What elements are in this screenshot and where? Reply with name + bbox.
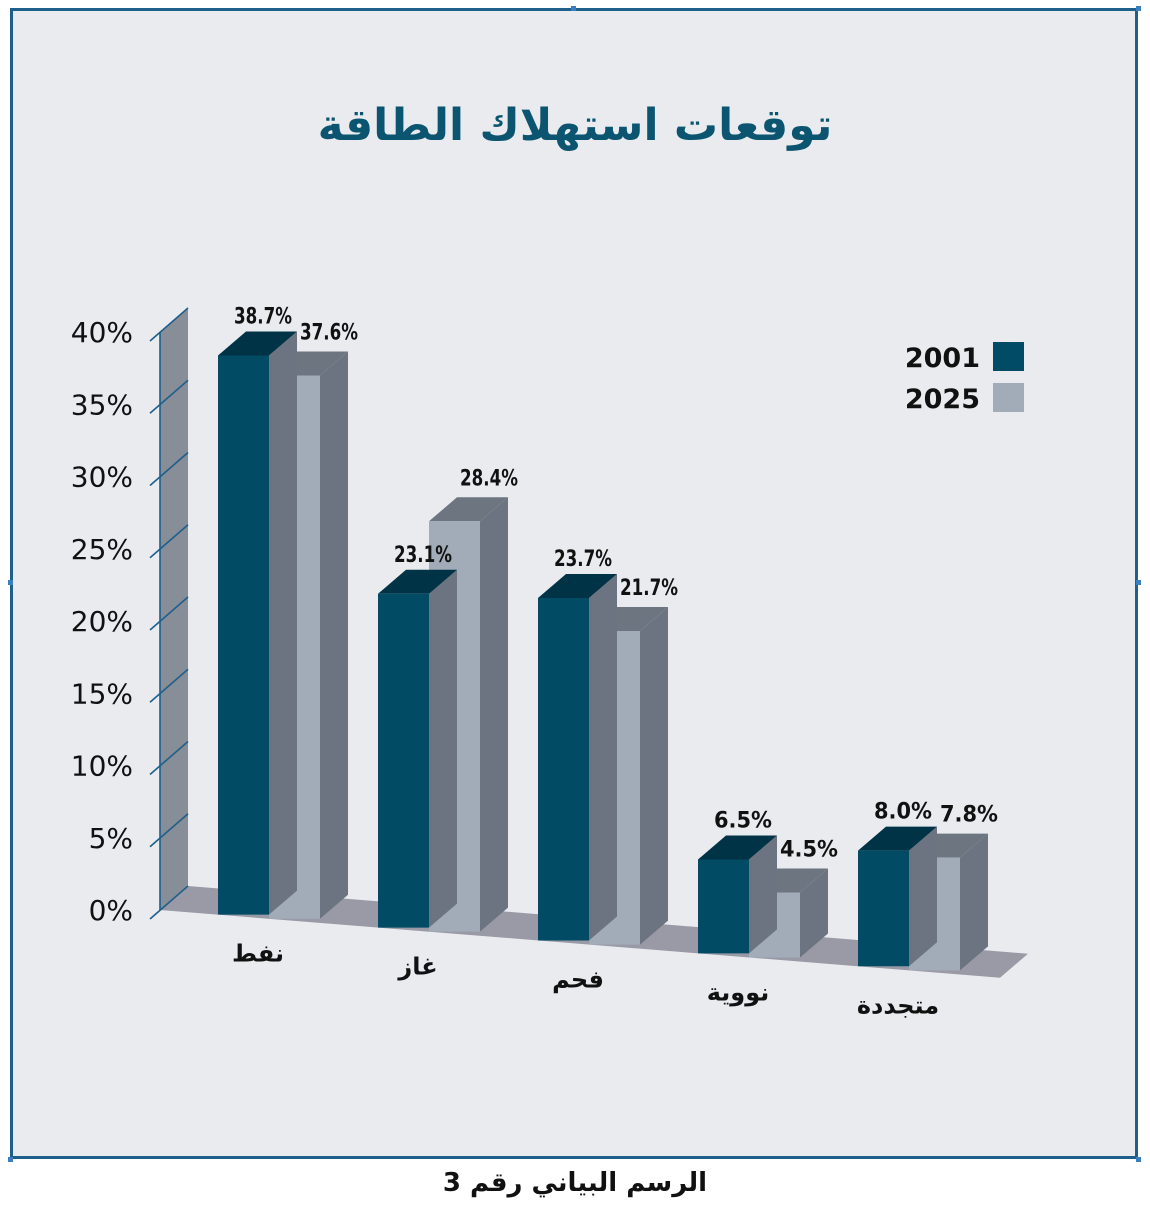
- y-gridline: [149, 451, 189, 487]
- y-gridline: [149, 307, 189, 342]
- y-tick-label: 40%: [71, 316, 133, 349]
- bar-2001-0-front: [218, 355, 269, 915]
- y-gridline: [149, 885, 189, 920]
- legend-swatch-2025: [993, 383, 1024, 412]
- y-tick-label: 30%: [71, 461, 133, 494]
- selection-handle-top-right[interactable]: [1136, 6, 1141, 11]
- bar-2025-0-side: [320, 351, 348, 919]
- selection-handle-bottom-right[interactable]: [1136, 1157, 1141, 1162]
- y-tick-label: 5%: [89, 822, 133, 855]
- bar-2001-1-front: [378, 593, 429, 928]
- energy-consumption-chart: توقعات استهلاك الطاقة 0% 5% 10% 15% 20% 25% 30%…: [71, 100, 1028, 1019]
- bar-2001-4-front: [858, 850, 909, 967]
- selection-handle-bottom-left[interactable]: [8, 1157, 13, 1162]
- y-gridline: [149, 524, 189, 559]
- data-label-2001: 6.5%: [714, 808, 772, 833]
- bar-2001-3-side: [749, 835, 777, 954]
- y-gridline: [149, 668, 189, 703]
- bar-2001-4-top: [858, 826, 937, 851]
- bar-2001-3-front: [698, 859, 749, 954]
- bar-2025-4-side: [960, 833, 988, 971]
- data-label-2025: 37.6%: [300, 320, 358, 345]
- y-gridline: [149, 596, 189, 631]
- category-label: نووية: [707, 978, 770, 1006]
- y-gridline: [149, 379, 189, 414]
- bar-2001-0-side: [269, 331, 297, 915]
- bar-2001-0-top: [218, 331, 297, 356]
- category-label: فحم: [552, 965, 604, 993]
- legend-label-2001: 2001: [905, 343, 980, 374]
- selection-handle-left[interactable]: [8, 580, 13, 585]
- bar-2025-2-side: [640, 607, 668, 945]
- bar-2025-1-top: [429, 497, 508, 522]
- y-tick-label: 20%: [71, 605, 133, 638]
- category-label: نفط: [232, 940, 284, 968]
- data-label-2025: 28.4%: [460, 466, 518, 491]
- bar-2025-1-side: [480, 497, 508, 932]
- bar-2001-2-top: [538, 574, 617, 599]
- bar-2001-2-side: [589, 574, 617, 941]
- legend-swatch-2001: [993, 342, 1024, 371]
- chart-title: توقعات استهلاك الطاقة: [318, 100, 833, 151]
- bar-2001-3-top: [698, 835, 777, 860]
- y-tick-label: 25%: [71, 533, 133, 566]
- category-label: متجددة: [857, 991, 939, 1019]
- bar-2001-4-side: [909, 826, 937, 967]
- y-gridline: [149, 740, 189, 776]
- selection-handle-right[interactable]: [1136, 580, 1141, 585]
- y-gridline: [149, 813, 189, 848]
- legend-label-2025: 2025: [905, 384, 980, 415]
- y-tick-label: 15%: [71, 677, 133, 710]
- data-label-2001: 23.1%: [394, 543, 452, 568]
- figure-caption: الرسم البياني رقم 3: [442, 1168, 708, 1198]
- data-label-2025: 7.8%: [940, 803, 998, 828]
- bar-2001-1-side: [429, 569, 457, 928]
- selection-handle-top[interactable]: [571, 6, 576, 11]
- data-label-2001: 8.0%: [874, 800, 932, 825]
- bar-2001-1-top: [378, 569, 457, 594]
- data-label-2025: 4.5%: [780, 837, 838, 862]
- data-label-2025: 21.7%: [620, 576, 678, 601]
- y-tick-label: 10%: [71, 750, 133, 783]
- category-label: غاز: [397, 953, 437, 981]
- data-label-2001: 23.7%: [554, 547, 612, 572]
- y-tick-label: 0%: [89, 894, 133, 927]
- bar-2001-2-front: [538, 598, 589, 941]
- y-tick-label: 35%: [71, 388, 133, 421]
- bar-2025-3-side: [800, 868, 828, 958]
- data-label-2001: 38.7%: [234, 304, 292, 329]
